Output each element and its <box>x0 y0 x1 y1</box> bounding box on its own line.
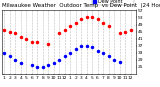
Text: Milwaukee Weather  Outdoor Temp  vs Dew Point  (24 Hours): Milwaukee Weather Outdoor Temp vs Dew Po… <box>2 3 160 8</box>
Legend: Outdoor Temp, Dew Point: Outdoor Temp, Dew Point <box>92 0 134 5</box>
